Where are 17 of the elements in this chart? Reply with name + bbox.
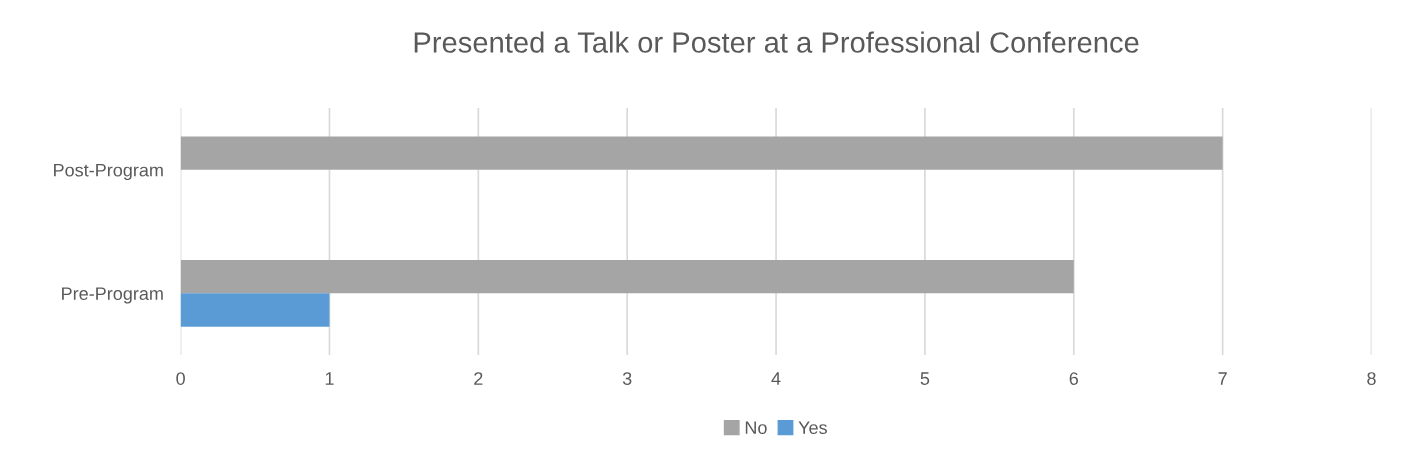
bar — [180, 293, 330, 327]
x-tick-label: 3 — [622, 372, 632, 385]
y-tick-label: Pre-Program — [62, 287, 163, 304]
y-tick-label: Post-Program — [54, 163, 163, 181]
legend-label: No — [745, 421, 767, 435]
bar — [180, 136, 1223, 170]
legend-label: Yes — [798, 421, 827, 435]
x-tick-label: 7 — [1218, 372, 1227, 385]
x-tick-label: 8 — [1367, 372, 1376, 385]
x-tick-label: 2 — [474, 372, 483, 385]
x-tick-label: 0 — [176, 372, 185, 385]
x-tick-label: 6 — [1069, 372, 1078, 385]
x-tick-label: 1 — [325, 372, 334, 385]
x-tick-label: 5 — [920, 372, 930, 385]
x-tick-label: 4 — [771, 372, 781, 385]
bar — [180, 259, 1074, 294]
chart-title: Presented a Talk or Poster at a Professional Conference — [414, 31, 1139, 53]
